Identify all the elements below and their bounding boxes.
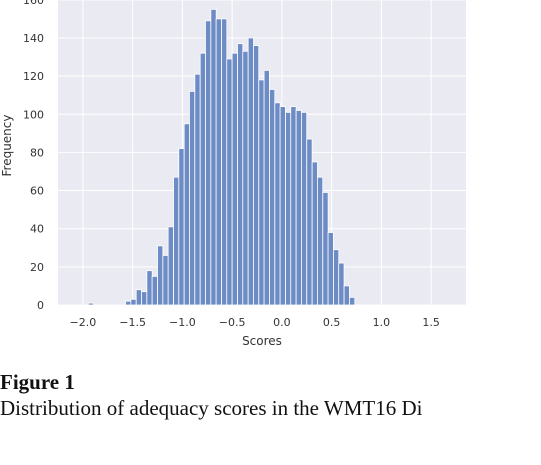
histogram-bar [210,8,217,306]
histogram-bar [194,73,201,306]
histogram-bar [253,45,260,306]
histogram-bar [231,52,238,306]
figure-label: Figure 1 [0,370,75,394]
y-tick-label: 40 [30,223,44,236]
y-tick-label: 80 [30,146,44,159]
histogram-bars [87,8,356,306]
histogram-bar [306,138,313,306]
figure-caption: Distribution of adequacy scores in the W… [0,396,423,420]
histogram-bar [338,262,345,306]
histogram-bar [162,255,169,306]
y-tick-label: 0 [37,299,44,312]
histogram-bar [215,18,222,306]
y-tick-label: 100 [23,108,44,121]
histogram-bar [290,106,297,306]
y-axis-ticks: 0 20 40 60 80 100 120 140 160 [23,0,44,312]
histogram-bar [189,90,196,306]
y-tick-label: 160 [23,0,44,7]
histogram-bar [258,79,265,306]
y-tick-label: 20 [30,261,44,274]
histogram-bar [157,245,164,306]
histogram-bar [242,50,249,306]
x-tick-label: 0.0 [273,316,291,329]
histogram-bar [317,176,324,306]
histogram-bar [343,285,350,306]
histogram-bar [263,69,270,306]
y-tick-label: 60 [30,185,44,198]
x-tick-label: −2.0 [70,316,97,329]
histogram-bar [333,249,340,306]
histogram-bar [247,37,254,306]
histogram-bar [151,275,158,306]
histogram-bar [301,111,308,306]
histogram-bar [130,298,137,306]
x-tick-label: 1.0 [373,316,391,329]
y-axis-label: Frequency [0,115,14,177]
x-tick-label: −1.0 [169,316,196,329]
histogram-bar [269,89,276,306]
x-tick-label: 0.5 [323,316,341,329]
x-tick-label: −0.5 [219,316,246,329]
y-tick-label: 120 [23,70,44,83]
histogram-bar [349,296,356,306]
histogram-bar [183,123,190,306]
histogram-chart: 0 20 40 60 80 100 120 140 160 −2.0 −1.5 −1.0 −0.5 0.… [0,0,466,348]
histogram-bar [135,289,142,306]
histogram-bar [226,58,233,306]
x-axis-ticks: −2.0 −1.5 −1.0 −0.5 0.0 0.5 1.0 1.5 [70,316,440,329]
histogram-bar [311,161,318,306]
histogram-bar [173,176,180,306]
histogram-bar [295,110,302,306]
x-tick-label: 1.5 [422,316,440,329]
histogram-bar [237,43,244,306]
histogram-bar [199,52,206,306]
x-axis-label: Scores [242,334,282,348]
histogram-bar [87,302,94,306]
y-tick-label: 140 [23,32,44,45]
histogram-bar [205,20,212,306]
histogram-bar [141,291,148,306]
histogram-bar [146,270,153,306]
histogram-bar [221,18,228,306]
histogram-bar [274,102,281,306]
histogram-bar [322,192,329,306]
histogram-bar [167,226,174,306]
histogram-bar [285,111,292,306]
histogram-bar [279,106,286,306]
histogram-bar [125,300,132,306]
histogram-bar [178,148,185,306]
histogram-bar [327,232,334,306]
x-tick-label: −1.5 [119,316,146,329]
